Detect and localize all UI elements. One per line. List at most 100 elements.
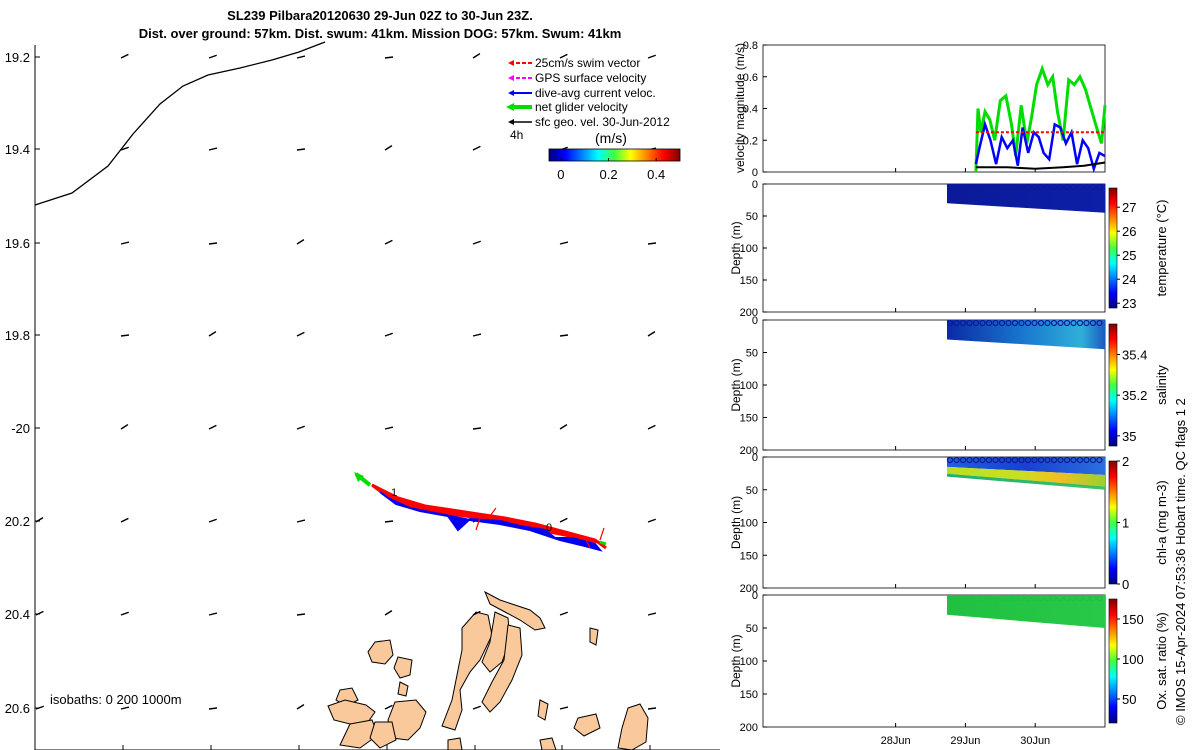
geo-velocity-arrow — [296, 331, 305, 337]
profile-marker — [992, 594, 999, 602]
depth-tick: 200 — [740, 583, 758, 595]
geo-velocity-arrow — [296, 148, 306, 151]
profile-marker — [1005, 594, 1012, 602]
profile-marker — [1011, 594, 1019, 602]
colorbar-tick: 50 — [1122, 692, 1136, 707]
profile-marker — [953, 594, 960, 602]
colorbar-tick: 25 — [1122, 248, 1136, 263]
profile-marker — [966, 456, 973, 464]
profile-marker — [1024, 594, 1032, 602]
geo-velocity-arrow — [384, 426, 394, 430]
depth-tick: 100 — [740, 656, 758, 668]
profile-marker — [972, 183, 980, 191]
geo-velocity-arrow — [120, 241, 130, 245]
geo-velocity-arrow — [208, 54, 217, 59]
lat-tick-label: 20.2 — [5, 514, 30, 529]
depth-axis-label: Depth (m) — [729, 634, 743, 687]
geo-velocity-arrow — [120, 424, 129, 430]
colorbar-tick: 35.4 — [1122, 348, 1147, 363]
geo-velocity-arrow — [559, 424, 568, 430]
velocity-ytick: 0 — [752, 167, 758, 179]
velocity-ytick: 0.8 — [743, 40, 758, 52]
profile-marker — [1057, 456, 1064, 464]
profile-marker — [972, 594, 980, 602]
profile-marker — [1063, 594, 1071, 602]
profile-marker — [985, 594, 993, 602]
colorbar-tick: 2 — [1122, 454, 1129, 469]
profile-marker — [985, 183, 993, 191]
section-panel-3: 0 50 100 150 200 Depth (m) 0 1 2 chl-a (mg m-3) — [729, 452, 1169, 595]
depth-tick: 0 — [752, 452, 758, 464]
legend-dive-avg: dive-avg current veloc. — [508, 86, 656, 100]
date-tick: 28Jun — [881, 735, 911, 747]
geo-velocity-arrow — [559, 334, 569, 337]
legend-sfc-geo: sfc geo. vel. 30-Jun-2012 — [508, 115, 670, 129]
map-colorbar-ticks: 0 0.2 0.4 — [557, 158, 665, 182]
section-colorbar — [1108, 187, 1118, 309]
geo-velocity-arrow — [120, 334, 130, 337]
geo-velocity-arrow — [647, 242, 657, 245]
geo-velocity-arrow — [208, 424, 217, 430]
geo-velocity-arrow — [647, 518, 656, 523]
geo-velocity-arrow — [647, 331, 656, 337]
geo-velocity-arrow — [559, 706, 569, 710]
profile-marker — [998, 183, 1006, 191]
profile-marker — [979, 594, 986, 602]
profile-marker — [1089, 319, 1097, 327]
geo-velocity-arrow — [472, 705, 481, 710]
map-axes — [34, 45, 720, 750]
legend-swim: 25cm/s swim vector — [508, 56, 640, 70]
colorbar-tick: 100 — [1122, 652, 1144, 667]
profile-marker — [1037, 594, 1045, 602]
colorbar-label: salinity — [1154, 365, 1169, 405]
profile-marker — [1070, 183, 1077, 191]
profile-marker — [1083, 183, 1090, 191]
profile-marker — [1057, 183, 1064, 191]
colorbar-tick: 27 — [1122, 200, 1136, 215]
profile-marker — [972, 456, 980, 464]
colorbar-label: Ox. sat. ratio (%) — [1154, 612, 1169, 710]
profile-marker — [1044, 183, 1051, 191]
profile-marker — [1044, 319, 1051, 327]
depth-tick: 200 — [740, 445, 758, 457]
geo-velocity-arrow — [296, 704, 305, 710]
geo-velocity-arrow — [472, 145, 481, 151]
lat-tick-label: 19.6 — [5, 236, 30, 251]
geo-velocity-arrow — [647, 54, 656, 59]
footer-credit: © IMOS 15-Apr-2024 07:53:36 Hobart time.… — [1173, 398, 1188, 725]
geo-velocity-arrow — [208, 518, 217, 523]
geo-velocity-arrow — [296, 519, 306, 523]
colorbar-tick: 23 — [1122, 296, 1136, 311]
depth-axis-label: Depth (m) — [729, 358, 743, 411]
profile-marker — [1011, 456, 1019, 464]
lon-ticks — [122, 745, 651, 750]
profile-marker — [1011, 319, 1019, 327]
profile-marker — [998, 456, 1006, 464]
profile-marker — [1031, 319, 1038, 327]
depth-tick: 100 — [740, 518, 758, 530]
profile-marker — [992, 456, 999, 464]
svg-text:GPS surface velocity: GPS surface velocity — [535, 71, 646, 85]
profile-marker — [998, 319, 1006, 327]
lat-tick-label: 19.4 — [5, 142, 30, 157]
map-panel: 1 0 19.2 19.4 19.6 19.8 -20 20.2 20.4 20.6 isob… — [5, 41, 720, 750]
depth-tick: 150 — [740, 550, 758, 562]
islands — [327, 590, 649, 750]
geo-velocity-arrow — [296, 613, 306, 616]
section-data-field — [947, 473, 1105, 490]
profile-marker — [1096, 456, 1103, 464]
depth-tick: 0 — [752, 590, 758, 602]
profile-marker — [992, 319, 999, 327]
profile-marker — [1089, 183, 1097, 191]
profile-marker — [1063, 183, 1071, 191]
profile-marker — [1070, 319, 1077, 327]
colorbar-tick: 0 — [1122, 577, 1129, 592]
map-colorbar — [548, 148, 681, 162]
isobath-note: isobaths: 0 200 1000m — [50, 692, 182, 707]
svg-text:25cm/s swim vector: 25cm/s swim vector — [535, 56, 640, 70]
profile-marker — [1031, 183, 1038, 191]
svg-text:dive-avg current veloc.: dive-avg current veloc. — [535, 86, 656, 100]
depth-tick: 50 — [746, 211, 758, 223]
